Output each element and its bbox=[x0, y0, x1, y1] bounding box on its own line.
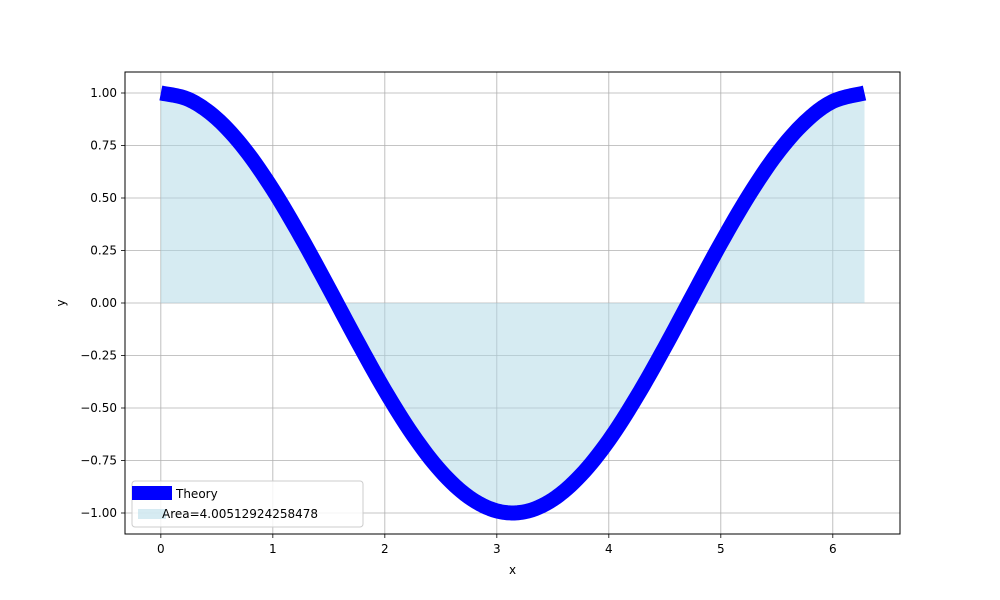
y-tick-label: −0.25 bbox=[80, 349, 117, 363]
legend-swatch-theory bbox=[132, 486, 172, 500]
y-tick-label: 0.25 bbox=[90, 244, 117, 258]
y-tick-label: 0.00 bbox=[90, 296, 117, 310]
x-tick-label: 1 bbox=[269, 542, 277, 556]
legend: Theory Area=4.00512924258478 bbox=[131, 480, 364, 528]
y-tick-label: 1.00 bbox=[90, 86, 117, 100]
theory-line bbox=[155, 85, 870, 521]
axis-ticks: 0 1 2 3 4 5 6 1.00 0.75 0.50 0.25 0.00 −0.25 −0.50 −0.… bbox=[80, 86, 836, 556]
y-tick-label: 0.50 bbox=[90, 191, 117, 205]
y-tick-label: −0.50 bbox=[80, 401, 117, 415]
x-tick-label: 6 bbox=[829, 542, 837, 556]
x-tick-label: 4 bbox=[605, 542, 613, 556]
legend-swatch-area bbox=[138, 509, 166, 519]
x-axis-label: x bbox=[509, 563, 516, 577]
y-tick-label: −0.75 bbox=[80, 454, 117, 468]
legend-label-theory: Theory bbox=[175, 487, 218, 501]
x-tick-label: 0 bbox=[157, 542, 165, 556]
legend-label-area: Area=4.00512924258478 bbox=[162, 507, 318, 521]
x-tick-label: 2 bbox=[381, 542, 389, 556]
x-tick-label: 3 bbox=[493, 542, 501, 556]
series-line-layer bbox=[155, 85, 870, 521]
x-tick-label: 5 bbox=[717, 542, 725, 556]
y-axis-label: y bbox=[54, 299, 68, 306]
legend-box bbox=[131, 480, 364, 528]
y-tick-label: −1.00 bbox=[80, 506, 117, 520]
y-tick-label: 0.75 bbox=[90, 139, 117, 153]
